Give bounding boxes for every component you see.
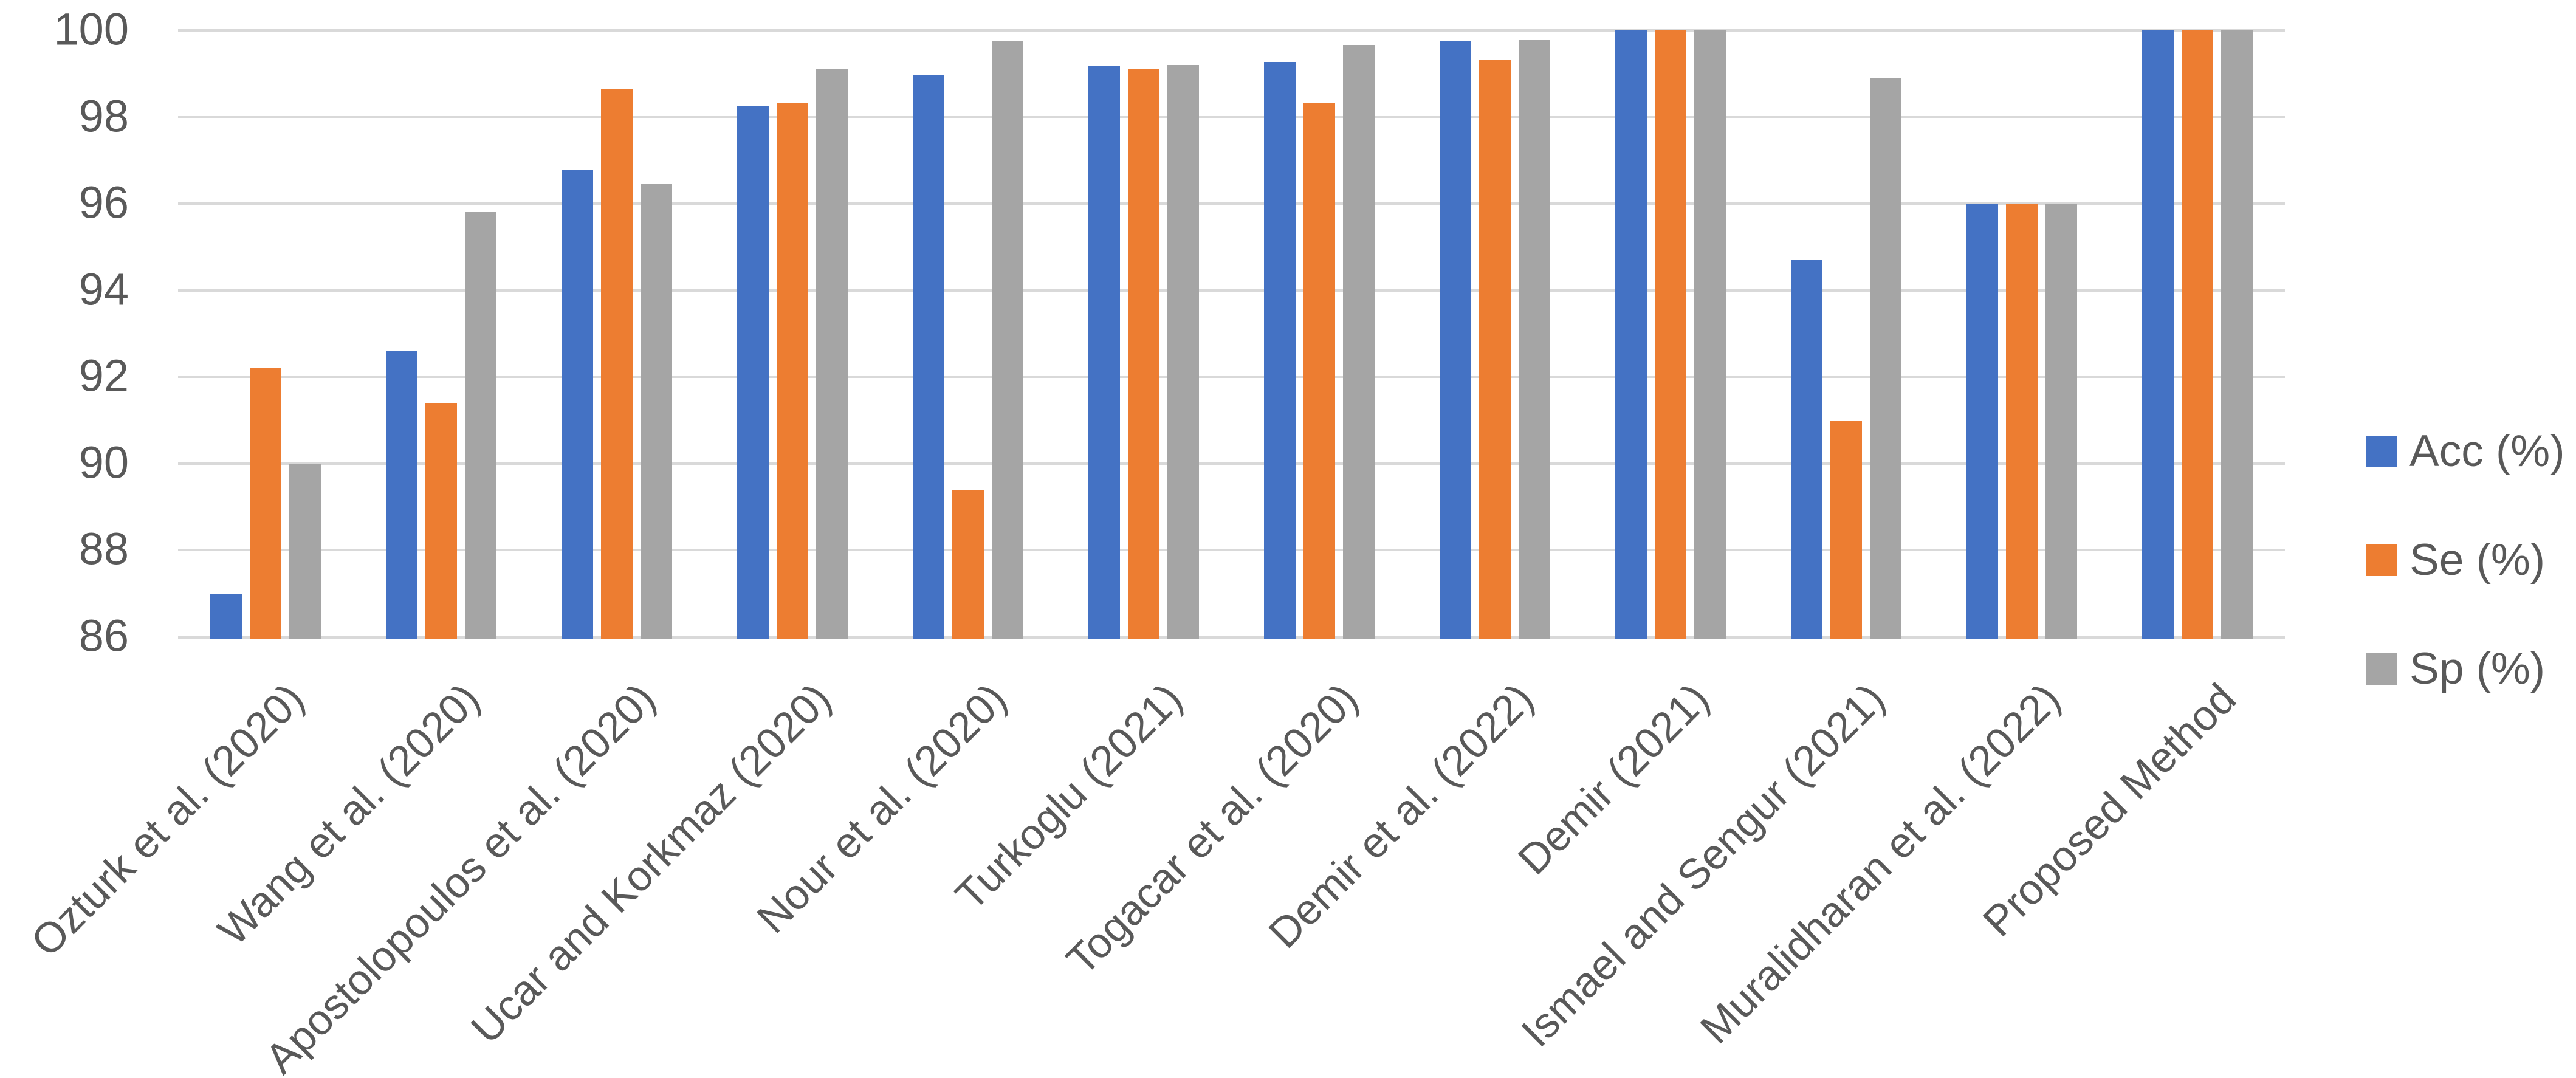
x-axis-line (178, 636, 2285, 639)
bar-group (1232, 30, 1407, 639)
bar (210, 593, 242, 639)
gridline (178, 115, 2285, 118)
bar-group (705, 30, 881, 639)
bar (1869, 78, 1901, 639)
bar (2181, 30, 2213, 639)
legend-label: Sp (%) (2409, 644, 2546, 693)
y-axis-tick-label: 92 (78, 350, 129, 401)
bar (913, 75, 945, 639)
bar (1128, 69, 1160, 639)
legend-swatch-icon (2366, 653, 2397, 685)
bar (1479, 59, 1511, 639)
bar (1088, 66, 1121, 639)
bar (1263, 62, 1296, 639)
bar (737, 106, 769, 639)
legend-item: Sp (%) (2366, 647, 2565, 691)
bar-group (1934, 30, 2109, 639)
gridline (178, 462, 2285, 465)
bar (1303, 103, 1335, 639)
bar-group (2109, 30, 2285, 639)
bar (641, 184, 673, 639)
y-axis-tick-label: 88 (78, 523, 129, 574)
legend-item: Se (%) (2366, 538, 2565, 582)
bar (1790, 259, 1822, 639)
bar-group (178, 30, 354, 639)
bar-group (1582, 30, 1758, 639)
y-axis-tick-label: 96 (78, 177, 129, 228)
bar (952, 489, 984, 639)
bar (1830, 420, 1862, 639)
bar-group (1407, 30, 1582, 639)
bar (2005, 204, 2038, 639)
bar (1694, 30, 1726, 639)
bar (777, 103, 809, 639)
y-axis-tick-label: 90 (78, 437, 129, 488)
bar (289, 463, 321, 639)
y-axis-tick-label: 100 (53, 4, 129, 55)
legend-item: Acc (%) (2366, 429, 2565, 473)
legend-swatch-icon (2366, 435, 2397, 467)
y-axis-tick-label: 98 (78, 91, 129, 142)
bar (1342, 44, 1375, 639)
bar (601, 88, 633, 639)
gridline (178, 29, 2285, 32)
bar (250, 368, 282, 639)
bar-group (881, 30, 1056, 639)
y-axis-tick-label: 86 (78, 610, 129, 661)
bar-group (354, 30, 529, 639)
gridline (178, 549, 2285, 552)
gridline (178, 289, 2285, 292)
legend-label: Se (%) (2409, 535, 2546, 585)
bar (1966, 204, 1998, 639)
bar-group (1758, 30, 1934, 639)
bar (425, 403, 458, 639)
y-axis-tick-label: 94 (78, 264, 129, 315)
bar (465, 212, 497, 639)
bar (992, 41, 1024, 639)
bar (1654, 30, 1686, 639)
bar (562, 170, 594, 639)
bar (1615, 30, 1647, 639)
gridline (178, 376, 2285, 379)
legend-label: Acc (%) (2409, 427, 2565, 476)
bar (2045, 204, 2077, 639)
bar (2221, 30, 2253, 639)
bar (1518, 39, 1550, 639)
bar (816, 69, 848, 639)
bar (1167, 65, 1200, 639)
gridline (178, 202, 2285, 205)
bar (1439, 41, 1471, 639)
legend-swatch-icon (2366, 544, 2397, 576)
bar-group (1056, 30, 1232, 639)
bar (2142, 30, 2174, 639)
bar-group (529, 30, 705, 639)
bar (386, 351, 418, 639)
legend: Acc (%) Se (%) Sp (%) (2366, 429, 2565, 755)
